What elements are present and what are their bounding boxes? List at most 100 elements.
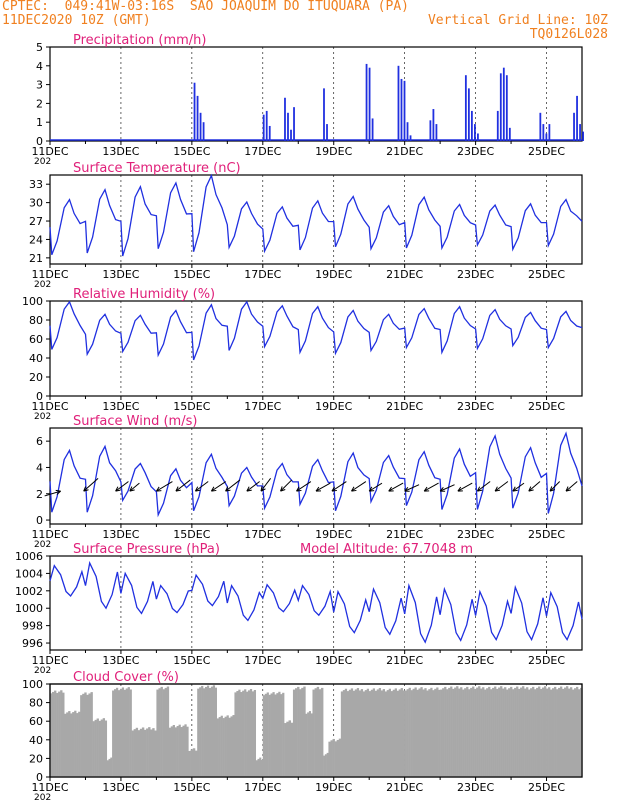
- cloud-bar: [408, 687, 411, 777]
- cloud-bar: [378, 688, 382, 777]
- cloud-bar: [380, 690, 384, 777]
- cloud-bar: [506, 689, 509, 777]
- x-tick-label: 11DEC: [31, 400, 68, 413]
- x-tick-label: 11DEC: [31, 268, 68, 281]
- x-tick-label: 19DEC: [315, 781, 352, 794]
- wind-arrow: [129, 482, 140, 492]
- panel-title: Surface Wind (m/s): [73, 414, 197, 429]
- cloud-bar: [264, 693, 267, 777]
- x-tick-label: 11DEC: [31, 654, 68, 667]
- cloud-bar: [80, 695, 83, 777]
- cloud-bar: [356, 688, 360, 777]
- x-tick-label: 19DEC: [315, 528, 352, 541]
- cloud-bar: [338, 738, 342, 777]
- cloud-bar: [204, 686, 208, 777]
- cloud-bar: [224, 716, 227, 777]
- wind-arrow: [315, 482, 331, 492]
- cloud-bar: [542, 687, 545, 777]
- y-tick-label: 30: [29, 197, 43, 210]
- panel-frame: [49, 46, 583, 142]
- cloud-bar: [210, 686, 214, 777]
- wind-arrow: [512, 482, 525, 492]
- cloud-bar: [84, 692, 87, 777]
- cloud-bar: [458, 688, 461, 777]
- cloud-bar: [398, 689, 401, 777]
- cloud-bar: [514, 687, 517, 777]
- cloud-bar: [562, 688, 565, 777]
- cloud-bar: [305, 713, 308, 777]
- y-tick-label: 1000: [15, 602, 43, 615]
- y-tick-label: 21: [29, 252, 43, 265]
- cloud-bar: [158, 688, 161, 777]
- cloud-bar: [478, 686, 481, 777]
- cloud-bar: [257, 758, 260, 777]
- cloud-bar: [146, 728, 149, 777]
- cloud-bar: [127, 687, 130, 777]
- y-tick-label: 40: [29, 734, 43, 747]
- cloud-bar: [64, 713, 67, 777]
- cloud-bar: [314, 688, 318, 777]
- x-tick-label: 25DEC: [528, 145, 565, 158]
- cloud-bar: [554, 686, 557, 777]
- wind-arrowhead: [476, 486, 483, 492]
- wind-arrow: [280, 479, 293, 492]
- cloud-bar: [464, 688, 467, 777]
- cloud-bar: [148, 727, 151, 777]
- wind-arrowhead: [210, 486, 217, 492]
- cloud-bar: [438, 689, 441, 777]
- cloud-bar: [295, 688, 298, 777]
- panel-frame: [49, 174, 583, 265]
- cloud-bar: [452, 688, 455, 777]
- x-tick-label: 25DEC: [528, 528, 565, 541]
- cloud-bar: [251, 691, 255, 777]
- cloud-bar: [386, 690, 390, 777]
- x-year-fragment: 202: [34, 540, 51, 550]
- precip-bar: [284, 97, 286, 141]
- cloud-bar: [418, 688, 421, 777]
- wind-arrow: [246, 481, 260, 492]
- y-tick-label: 3: [36, 79, 43, 92]
- cloud-bar: [560, 686, 563, 777]
- cloud-bar: [536, 687, 539, 777]
- wind-arrowhead: [528, 486, 534, 492]
- precip-bar: [539, 112, 542, 141]
- y-tick-label: 40: [29, 352, 43, 365]
- cloud-bar: [456, 686, 459, 777]
- cloud-bar: [328, 741, 331, 777]
- x-tick-label: 13DEC: [102, 400, 139, 413]
- cloud-bar: [246, 691, 249, 777]
- cloud-bar: [201, 685, 204, 777]
- series-line: [49, 173, 583, 257]
- precip-bar: [470, 110, 473, 141]
- cloud-bar: [468, 689, 471, 777]
- cloud-bar: [376, 689, 380, 777]
- cloud-bar: [220, 715, 223, 777]
- y-tick-label: 0: [36, 514, 43, 527]
- cloud-bar: [86, 694, 89, 777]
- cloud-bar: [301, 687, 304, 777]
- wind-arrow: [494, 481, 509, 492]
- cloud-bar: [510, 686, 513, 777]
- y-tick-label: 80: [29, 697, 43, 710]
- cloud-bar: [402, 690, 405, 777]
- cloud-bar: [420, 687, 423, 777]
- cloud-bar: [249, 688, 253, 777]
- x-year-fragment: 202: [34, 793, 51, 800]
- header-model-id: TQ0126L028: [529, 27, 608, 42]
- series-line: [49, 431, 583, 518]
- wind-arrowhead: [129, 486, 135, 492]
- wind-arrow: [439, 484, 455, 492]
- precip-bar: [371, 118, 374, 141]
- cloud-bar: [240, 692, 243, 777]
- cloud-bar: [556, 689, 559, 777]
- cloud-bar: [121, 687, 125, 777]
- cloud-bar: [576, 686, 579, 777]
- cloud-bar: [106, 760, 109, 777]
- precip-bar: [502, 67, 505, 141]
- cloud-bar: [323, 755, 326, 777]
- cloud-bar: [334, 741, 337, 777]
- wind-arrow: [368, 482, 383, 492]
- cloud-bar: [502, 688, 505, 777]
- y-tick-label: 4: [36, 60, 43, 73]
- precip-bar: [579, 124, 581, 141]
